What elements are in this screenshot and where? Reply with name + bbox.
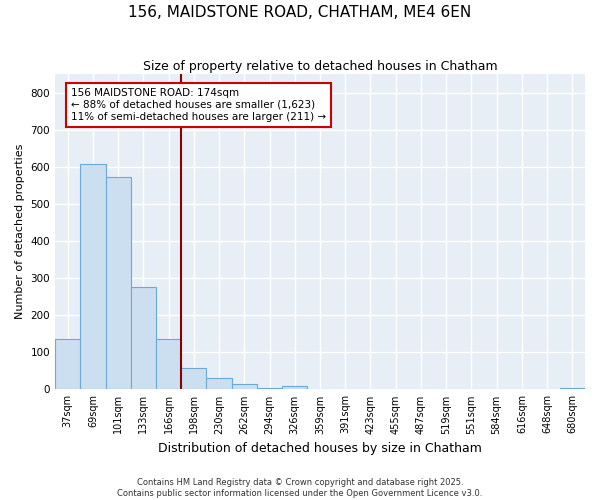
Bar xyxy=(232,384,257,390)
X-axis label: Distribution of detached houses by size in Chatham: Distribution of detached houses by size … xyxy=(158,442,482,455)
Bar xyxy=(106,178,131,390)
Bar xyxy=(206,378,232,390)
Text: 156 MAIDSTONE ROAD: 174sqm
← 88% of detached houses are smaller (1,623)
11% of s: 156 MAIDSTONE ROAD: 174sqm ← 88% of deta… xyxy=(71,88,326,122)
Text: Contains HM Land Registry data © Crown copyright and database right 2025.
Contai: Contains HM Land Registry data © Crown c… xyxy=(118,478,482,498)
Bar xyxy=(560,388,585,390)
Bar xyxy=(156,340,181,390)
Text: 156, MAIDSTONE ROAD, CHATHAM, ME4 6EN: 156, MAIDSTONE ROAD, CHATHAM, ME4 6EN xyxy=(128,5,472,20)
Bar xyxy=(80,164,106,390)
Bar xyxy=(131,288,156,390)
Bar xyxy=(55,340,80,390)
Bar xyxy=(282,386,307,390)
Title: Size of property relative to detached houses in Chatham: Size of property relative to detached ho… xyxy=(143,60,497,73)
Y-axis label: Number of detached properties: Number of detached properties xyxy=(15,144,25,320)
Bar xyxy=(181,368,206,390)
Bar xyxy=(257,388,282,390)
